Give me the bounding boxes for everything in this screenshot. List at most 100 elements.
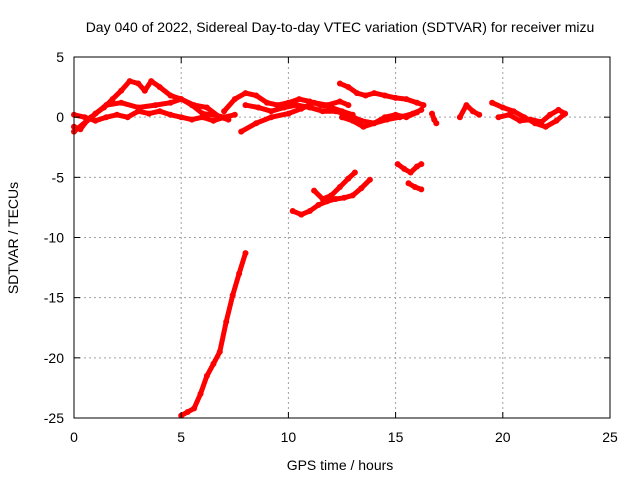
- data-point: [527, 116, 534, 123]
- data-point: [236, 270, 243, 277]
- series-line: [178, 250, 248, 419]
- data-point: [178, 114, 185, 121]
- data-point: [362, 92, 369, 99]
- x-tick-label: 0: [70, 429, 78, 445]
- data-point: [92, 117, 99, 124]
- data-point: [103, 114, 110, 121]
- series-trace-p: [311, 169, 358, 202]
- x-tick-label: 5: [177, 429, 185, 445]
- data-point: [135, 104, 142, 111]
- data-point: [178, 96, 185, 103]
- data-point: [191, 102, 198, 109]
- data-point: [294, 102, 300, 109]
- data-point: [420, 102, 427, 109]
- data-point: [401, 165, 408, 172]
- series-trace-q: [178, 250, 249, 419]
- data-point: [156, 108, 163, 115]
- data-point: [146, 110, 152, 117]
- data-point: [354, 90, 360, 97]
- data-point: [332, 108, 339, 115]
- data-point: [392, 94, 399, 101]
- y-tick-label: -15: [44, 290, 64, 306]
- data-point: [349, 192, 356, 199]
- data-point: [231, 96, 238, 103]
- data-point: [191, 405, 198, 412]
- data-point: [264, 99, 270, 106]
- data-point: [135, 80, 142, 87]
- data-point: [405, 180, 412, 187]
- data-point: [221, 108, 228, 115]
- series-trace-j: [456, 102, 483, 121]
- data-point: [188, 116, 195, 123]
- data-point: [253, 92, 260, 99]
- x-tick-label: 20: [495, 429, 511, 445]
- data-point: [345, 175, 352, 182]
- data-point: [167, 99, 174, 106]
- data-point: [311, 99, 318, 106]
- y-axis-label: SDTVAR / TECUs: [5, 182, 21, 294]
- data-point: [553, 117, 560, 124]
- data-point: [547, 111, 553, 118]
- y-tick-label: 0: [56, 109, 64, 125]
- data-point: [289, 208, 296, 214]
- x-tick-label: 25: [602, 429, 618, 445]
- data-point: [315, 202, 322, 208]
- data-point: [499, 104, 506, 111]
- series-trace-c: [71, 96, 232, 135]
- data-point: [341, 194, 348, 201]
- data-point: [339, 114, 345, 121]
- data-point: [216, 114, 223, 121]
- data-point: [103, 102, 110, 109]
- series-trace-l: [495, 106, 568, 125]
- data-series: [71, 78, 568, 419]
- data-point: [109, 96, 116, 103]
- data-point: [210, 360, 217, 367]
- data-point: [306, 104, 313, 111]
- data-point: [148, 78, 155, 85]
- data-point: [319, 108, 326, 115]
- data-point: [311, 187, 318, 194]
- data-point: [360, 123, 367, 130]
- data-point: [403, 114, 410, 121]
- data-point: [456, 114, 463, 121]
- data-point: [371, 90, 378, 97]
- data-point: [414, 99, 420, 106]
- x-tick-label: 15: [388, 429, 404, 445]
- data-point: [268, 114, 275, 121]
- data-point: [345, 102, 352, 109]
- data-point: [118, 87, 125, 94]
- data-point: [328, 192, 335, 199]
- data-point: [203, 372, 210, 379]
- data-point: [124, 114, 131, 121]
- data-point: [306, 208, 313, 214]
- data-point: [118, 99, 125, 106]
- data-point: [429, 110, 435, 117]
- data-point: [469, 108, 476, 115]
- series-trace-i: [429, 110, 440, 127]
- data-point: [407, 169, 414, 176]
- data-point: [197, 390, 204, 397]
- data-point: [495, 114, 502, 121]
- y-tick-label: -20: [44, 350, 64, 366]
- data-point: [489, 99, 496, 106]
- data-point: [223, 318, 230, 325]
- data-point: [394, 161, 401, 168]
- data-point: [242, 102, 249, 109]
- data-point: [433, 120, 440, 127]
- data-point: [336, 98, 343, 105]
- data-point: [332, 196, 339, 202]
- data-point: [476, 111, 483, 118]
- data-point: [517, 117, 523, 124]
- data-point: [349, 117, 356, 124]
- data-point: [203, 104, 210, 111]
- x-tick-label: 10: [281, 429, 297, 445]
- data-point: [88, 114, 95, 121]
- data-point: [392, 111, 399, 118]
- data-point: [229, 292, 236, 299]
- data-point: [358, 185, 365, 192]
- data-point: [336, 80, 343, 87]
- y-tick-label: -5: [52, 169, 65, 185]
- data-point: [411, 184, 418, 190]
- data-point: [199, 114, 206, 121]
